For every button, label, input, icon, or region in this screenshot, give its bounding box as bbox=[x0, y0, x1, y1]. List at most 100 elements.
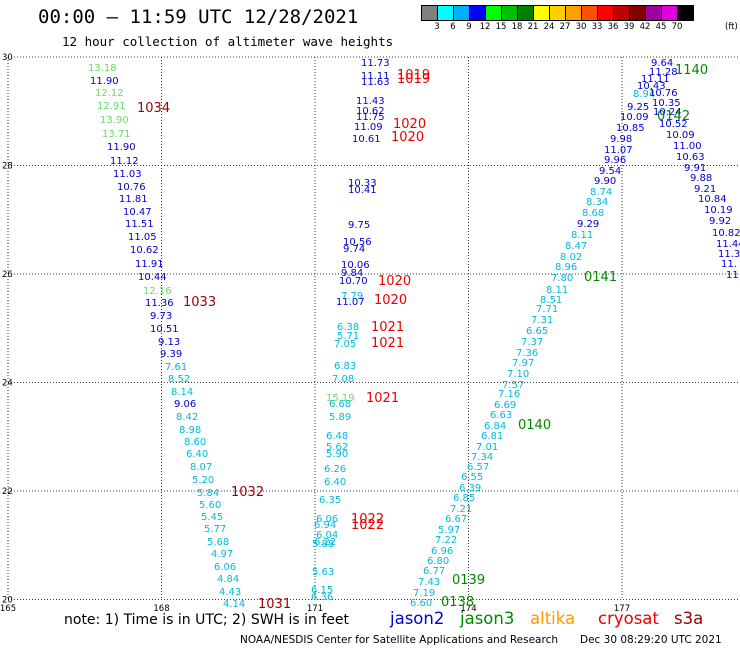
wave-height-label: 9.39 bbox=[160, 349, 182, 360]
pass-time-label: 1140 bbox=[675, 63, 708, 78]
pass-time-label: 1033 bbox=[183, 295, 216, 310]
wave-height-label: 10.06 bbox=[341, 260, 370, 271]
legend-label: 21 bbox=[527, 22, 539, 32]
wave-height-label: 10.63 bbox=[676, 152, 705, 163]
legend-label: 70 bbox=[671, 22, 683, 32]
legend-swatch bbox=[662, 6, 678, 20]
wave-height-label: 5.77 bbox=[204, 524, 226, 535]
pass-time-label: 1020 bbox=[378, 274, 411, 289]
wave-height-label: 11.81 bbox=[119, 194, 148, 205]
wave-height-label: 12.12 bbox=[95, 88, 124, 99]
legend-swatch bbox=[566, 6, 582, 20]
wave-height-label: 11.90 bbox=[107, 142, 136, 153]
pass-time-label: 1020 bbox=[391, 130, 424, 145]
wave-height-label: 7.31 bbox=[531, 315, 553, 326]
legend-swatch bbox=[534, 6, 550, 20]
wave-height-label: 7.37 bbox=[521, 337, 543, 348]
wave-height-label: 7.80 bbox=[551, 273, 573, 284]
sat-label-altika: altika bbox=[530, 609, 576, 628]
page-subtitle: 12 hour collection of altimeter wave hei… bbox=[62, 34, 394, 49]
wave-height-label: 6.06 bbox=[214, 562, 236, 573]
legend-label: 39 bbox=[623, 22, 635, 32]
pass-time-label: 1021 bbox=[366, 391, 399, 406]
wave-height-label: 10.76 bbox=[117, 182, 146, 193]
legend-label: 18 bbox=[511, 22, 523, 32]
wave-height-label: 6.67 bbox=[445, 514, 467, 525]
wave-height-label: 10.33 bbox=[348, 178, 377, 189]
wave-height-label: 10.47 bbox=[123, 207, 152, 218]
pass-time-label: 0142 bbox=[657, 109, 690, 124]
wave-height-label: 8.98 bbox=[179, 425, 201, 436]
wave-height-label: 8.52 bbox=[168, 374, 190, 385]
wave-height-label: 8.96 bbox=[555, 262, 577, 273]
legend-swatch bbox=[486, 6, 502, 20]
wave-height-label: 8.47 bbox=[565, 241, 587, 252]
legend-label: 42 bbox=[639, 22, 651, 32]
wave-height-label: 5.60 bbox=[199, 500, 221, 511]
axis-tick-label: 30 bbox=[2, 53, 13, 63]
wave-height-label: 11.63 bbox=[361, 77, 390, 88]
wave-height-label: 8.60 bbox=[184, 437, 206, 448]
wave-height-label: 10.51 bbox=[150, 324, 179, 335]
legend-swatch bbox=[646, 6, 662, 20]
wave-height-label: 10.43 bbox=[637, 81, 666, 92]
wave-height-label: 6.48 bbox=[326, 431, 348, 442]
sat-label-jason3: jason3 bbox=[460, 609, 515, 628]
legend-label: 30 bbox=[575, 22, 587, 32]
wave-height-label: 11.11 bbox=[641, 74, 670, 85]
wave-height-label: 8.34 bbox=[586, 197, 608, 208]
pass-time-label: 1020 bbox=[374, 293, 407, 308]
wave-height-label: 6.85 bbox=[453, 493, 475, 504]
wave-height-label: 9.73 bbox=[150, 311, 172, 322]
legend-label: 45 bbox=[655, 22, 667, 32]
wave-height-label: 5.84 bbox=[197, 488, 219, 499]
wave-height-label: 9.92 bbox=[709, 216, 731, 227]
wave-height-label: 12.91 bbox=[97, 101, 126, 112]
wave-height-label: 10.62 bbox=[130, 245, 159, 256]
axis-tick-labels: 165 168 171 174 177 20 22 24 26 28 30 bbox=[0, 53, 630, 614]
legend-unit: (ft) bbox=[725, 22, 738, 32]
wave-height-label: 11.91 bbox=[135, 259, 164, 270]
legend-swatch bbox=[454, 6, 470, 20]
wave-height-label: 11.44 bbox=[716, 239, 740, 250]
wave-height-label: 7.61 bbox=[165, 362, 187, 373]
wave-height-label: 6.38 bbox=[337, 322, 359, 333]
pass-time-label: 1031 bbox=[258, 597, 291, 612]
wave-height-label: 5.68 bbox=[207, 537, 229, 548]
lat-lon-grid bbox=[7, 56, 740, 600]
wave-height-label: 5.88 bbox=[312, 539, 334, 550]
wave-height-label: 10.44 bbox=[138, 272, 167, 283]
axis-tick-label: 177 bbox=[614, 604, 630, 614]
color-scale-labels: 3 6 9 12 15 18 21 24 27 30 33 36 39 42 45 70 bbox=[421, 21, 694, 33]
wave-height-label: 10.41 bbox=[348, 185, 377, 196]
wave-height-label: 5.97 bbox=[438, 525, 460, 536]
wave-height-label: 11.28 bbox=[649, 67, 678, 78]
wave-height-labels: 13.1811.9012.1212.9113.9013.7111.9011.12… bbox=[88, 58, 740, 612]
wave-height-label: 9.54 bbox=[599, 166, 621, 177]
legend-swatch bbox=[678, 6, 693, 20]
wave-height-label: 11.00 bbox=[673, 141, 702, 152]
axis-tick-label: 171 bbox=[307, 604, 323, 614]
legend-swatch bbox=[502, 6, 518, 20]
wave-height-label: 4.97 bbox=[211, 549, 233, 560]
axis-tick-label: 28 bbox=[2, 162, 13, 172]
wave-height-label: 8.68 bbox=[582, 208, 604, 219]
wave-height-label: 6.96 bbox=[431, 546, 453, 557]
legend-swatch bbox=[582, 6, 598, 20]
wave-height-label: 9.88 bbox=[690, 173, 712, 184]
wave-height-label: 5.90 bbox=[326, 449, 348, 460]
pass-time-label: 1019 bbox=[397, 72, 430, 87]
axis-tick-label: 174 bbox=[460, 604, 476, 614]
wave-height-label: 9.91 bbox=[684, 163, 706, 174]
legend-swatch bbox=[422, 6, 438, 20]
color-scale-swatches bbox=[421, 5, 694, 21]
wave-height-label: 9.96 bbox=[604, 155, 626, 166]
wave-height-label: 6.40 bbox=[186, 449, 208, 460]
legend-swatch bbox=[470, 6, 486, 20]
pass-time-label: 1032 bbox=[231, 485, 264, 500]
wave-height-label: 7.19 bbox=[413, 588, 435, 599]
wave-height-label: 5.20 bbox=[192, 475, 214, 486]
wave-height-label: 11.36 bbox=[145, 298, 174, 309]
wave-height-label: 10.35 bbox=[652, 98, 681, 109]
